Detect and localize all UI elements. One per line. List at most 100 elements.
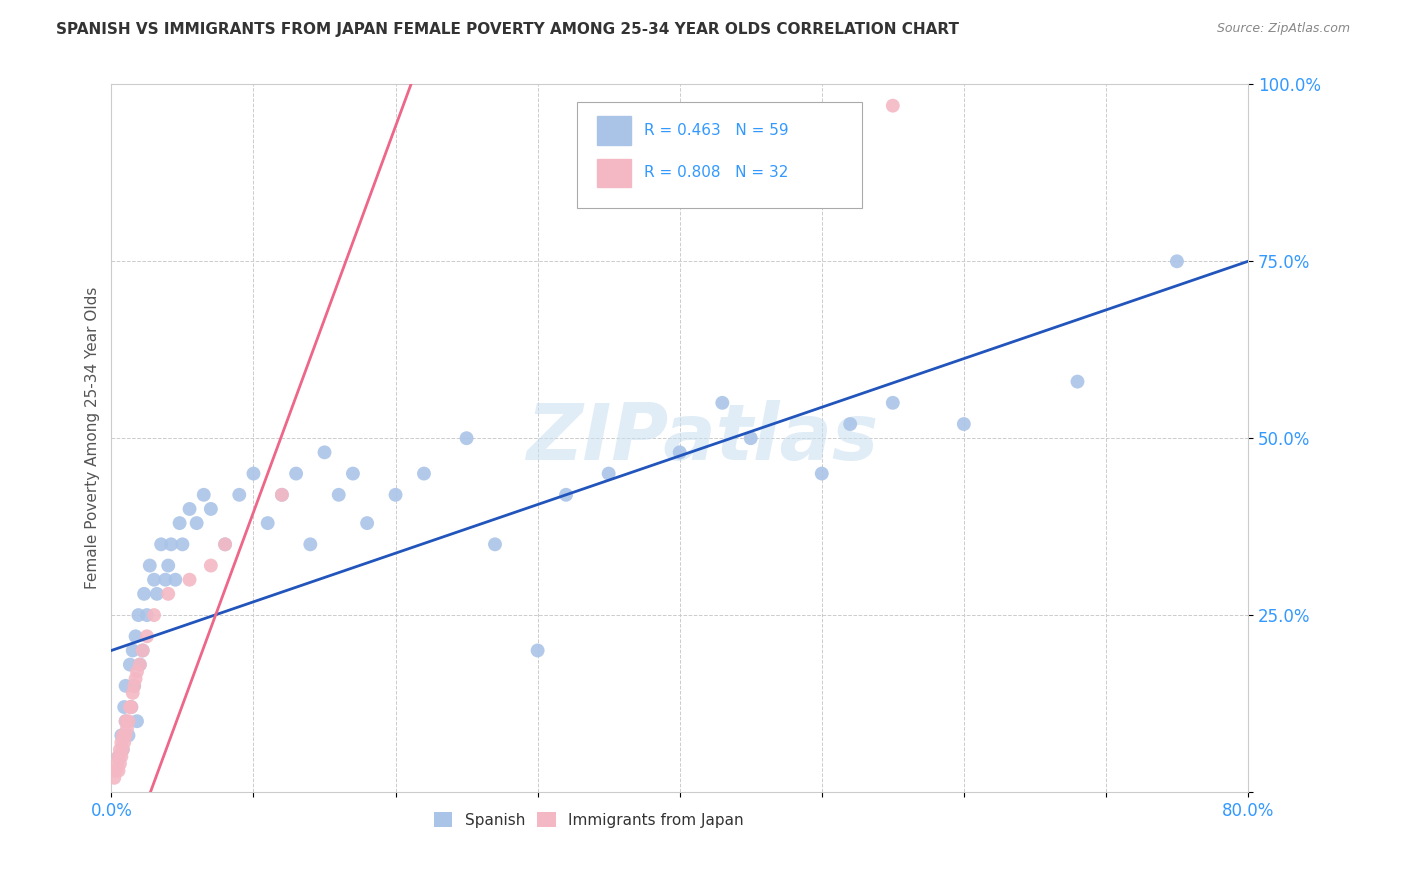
Point	[111, 742, 134, 756]
Point	[120, 700, 142, 714]
Point	[242, 467, 264, 481]
Point	[111, 742, 134, 756]
Point	[526, 643, 548, 657]
Point	[118, 657, 141, 672]
Point	[228, 488, 250, 502]
Legend: Spanish, Immigrants from Japan: Spanish, Immigrants from Japan	[427, 805, 749, 834]
Text: SPANISH VS IMMIGRANTS FROM JAPAN FEMALE POVERTY AMONG 25-34 YEAR OLDS CORRELATIO: SPANISH VS IMMIGRANTS FROM JAPAN FEMALE …	[56, 22, 959, 37]
Point	[110, 728, 132, 742]
Point	[114, 714, 136, 729]
Point	[120, 700, 142, 714]
Point	[314, 445, 336, 459]
Point	[131, 643, 153, 657]
Point	[125, 665, 148, 679]
Point	[136, 629, 159, 643]
Point	[105, 756, 128, 771]
Point	[110, 735, 132, 749]
Point	[108, 756, 131, 771]
Point	[285, 467, 308, 481]
Point	[124, 629, 146, 643]
Point	[128, 657, 150, 672]
Point	[121, 686, 143, 700]
Point	[160, 537, 183, 551]
Point	[384, 488, 406, 502]
Point	[157, 558, 180, 573]
Point	[114, 679, 136, 693]
Point	[299, 537, 322, 551]
Point	[107, 749, 129, 764]
FancyBboxPatch shape	[596, 159, 631, 187]
Text: ZIPatlas: ZIPatlas	[526, 401, 879, 476]
FancyBboxPatch shape	[578, 102, 862, 208]
Point	[107, 764, 129, 778]
Point	[1066, 375, 1088, 389]
Point	[328, 488, 350, 502]
Point	[143, 573, 166, 587]
Point	[172, 537, 194, 551]
Point	[114, 728, 136, 742]
Point	[122, 679, 145, 693]
Point	[356, 516, 378, 530]
FancyBboxPatch shape	[596, 116, 631, 145]
Point	[108, 742, 131, 756]
Point	[131, 643, 153, 657]
Point	[125, 714, 148, 729]
Point	[555, 488, 578, 502]
Point	[117, 728, 139, 742]
Point	[882, 98, 904, 112]
Point	[953, 417, 976, 431]
Point	[413, 467, 436, 481]
Point	[839, 417, 862, 431]
Point	[484, 537, 506, 551]
Point	[456, 431, 478, 445]
Point	[110, 749, 132, 764]
Point	[117, 714, 139, 729]
Point	[179, 573, 201, 587]
Point	[114, 714, 136, 729]
Point	[115, 721, 138, 735]
Point	[139, 558, 162, 573]
Point	[270, 488, 292, 502]
Point	[810, 467, 832, 481]
Point	[200, 502, 222, 516]
Text: R = 0.808   N = 32: R = 0.808 N = 32	[644, 165, 789, 180]
Y-axis label: Female Poverty Among 25-34 Year Olds: Female Poverty Among 25-34 Year Olds	[86, 287, 100, 590]
Point	[118, 700, 141, 714]
Point	[146, 587, 169, 601]
Point	[200, 558, 222, 573]
Point	[103, 771, 125, 785]
Point	[136, 608, 159, 623]
Point	[270, 488, 292, 502]
Point	[104, 764, 127, 778]
Point	[111, 728, 134, 742]
Text: Source: ZipAtlas.com: Source: ZipAtlas.com	[1216, 22, 1350, 36]
Point	[179, 502, 201, 516]
Point	[107, 749, 129, 764]
Point	[882, 396, 904, 410]
Point	[256, 516, 278, 530]
Point	[342, 467, 364, 481]
Point	[128, 657, 150, 672]
Point	[127, 608, 149, 623]
Text: R = 0.463   N = 59: R = 0.463 N = 59	[644, 123, 789, 138]
Point	[157, 587, 180, 601]
Point	[214, 537, 236, 551]
Point	[165, 573, 187, 587]
Point	[132, 587, 155, 601]
Point	[150, 537, 173, 551]
Point	[122, 679, 145, 693]
Point	[143, 608, 166, 623]
Point	[155, 573, 177, 587]
Point	[668, 445, 690, 459]
Point	[124, 672, 146, 686]
Point	[740, 431, 762, 445]
Point	[711, 396, 734, 410]
Point	[598, 467, 620, 481]
Point	[193, 488, 215, 502]
Point	[186, 516, 208, 530]
Point	[1166, 254, 1188, 268]
Point	[121, 643, 143, 657]
Point	[214, 537, 236, 551]
Point	[112, 700, 135, 714]
Point	[169, 516, 191, 530]
